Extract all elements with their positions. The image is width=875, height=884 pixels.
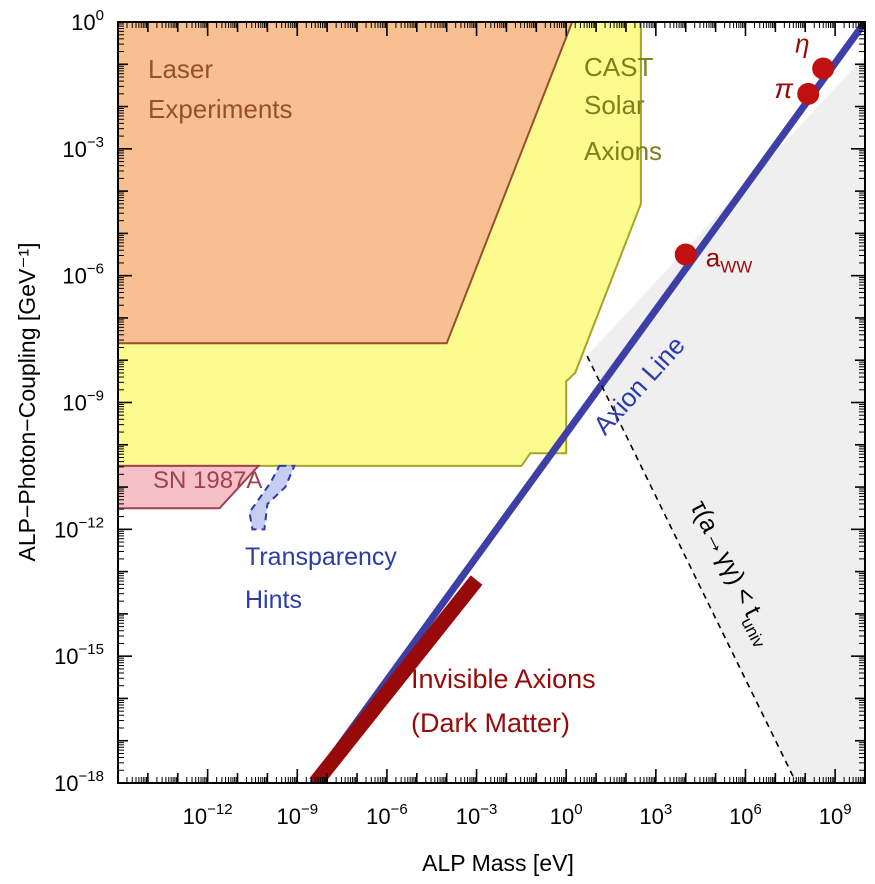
label-sn1987a: SN 1987A bbox=[153, 467, 262, 494]
tick-label: 100 bbox=[71, 7, 104, 35]
tick-label: 10−3 bbox=[456, 801, 498, 829]
tick-label: 109 bbox=[819, 801, 852, 829]
line-layer bbox=[309, 22, 865, 783]
tick-label: 103 bbox=[639, 801, 672, 829]
label-cast-line-2: Solar bbox=[584, 90, 645, 120]
label-pi: π bbox=[774, 73, 794, 104]
tick-layer bbox=[117, 21, 866, 784]
tick-label: 10−18 bbox=[54, 768, 104, 796]
tick-label: 10−6 bbox=[62, 261, 104, 289]
tick-label: 10−6 bbox=[366, 801, 408, 829]
label-laser-line-1: Laser bbox=[148, 54, 213, 84]
label-a-ww: aWW bbox=[706, 243, 753, 277]
x-axis-label: ALP Mass [eV] bbox=[422, 850, 574, 876]
tick-label: 10−9 bbox=[62, 388, 104, 416]
label-transparency-line-1: Transparency bbox=[245, 543, 397, 571]
region-laser-experiments bbox=[118, 22, 574, 345]
label-invisible-axions-line-1: Invisible Axions bbox=[411, 664, 596, 694]
label-eta: η bbox=[795, 29, 809, 59]
line-axion-line bbox=[309, 22, 865, 783]
tick-label: 10−9 bbox=[276, 801, 318, 829]
point-a-ww bbox=[674, 243, 697, 266]
tick-label: 10−15 bbox=[54, 641, 104, 669]
tick-label: 100 bbox=[550, 801, 583, 829]
y-axis-label: ALP−Photon−Coupling [GeV⁻¹] bbox=[14, 242, 40, 561]
region-decay-region bbox=[587, 55, 865, 783]
label-laser-line-2: Experiments bbox=[148, 94, 293, 124]
region-layer bbox=[118, 22, 865, 783]
tick-label-layer: 10−12 10−9 10−6 10−3 100 103 106 109 100 10−3 10−6… bbox=[54, 7, 851, 829]
label-cast-line-1: CAST bbox=[584, 52, 653, 82]
label-transparency-line-2: Hints bbox=[245, 586, 302, 614]
label-cast-line-3: Axions bbox=[584, 136, 662, 166]
tick-label: 10−12 bbox=[183, 801, 233, 829]
point-eta bbox=[812, 57, 835, 80]
tick-label: 10−12 bbox=[54, 514, 104, 542]
region-sn-1987a bbox=[118, 464, 261, 510]
tick-label: 106 bbox=[729, 801, 762, 829]
point-layer bbox=[674, 57, 835, 266]
region-transparency-hints bbox=[248, 464, 296, 531]
line-invisible-axions bbox=[309, 575, 483, 783]
tick-label: 10−3 bbox=[62, 134, 104, 162]
point-pi bbox=[797, 82, 820, 105]
line-decay-boundary bbox=[586, 355, 797, 783]
label-invisible-axions-line-2: (Dark Matter) bbox=[411, 708, 570, 738]
